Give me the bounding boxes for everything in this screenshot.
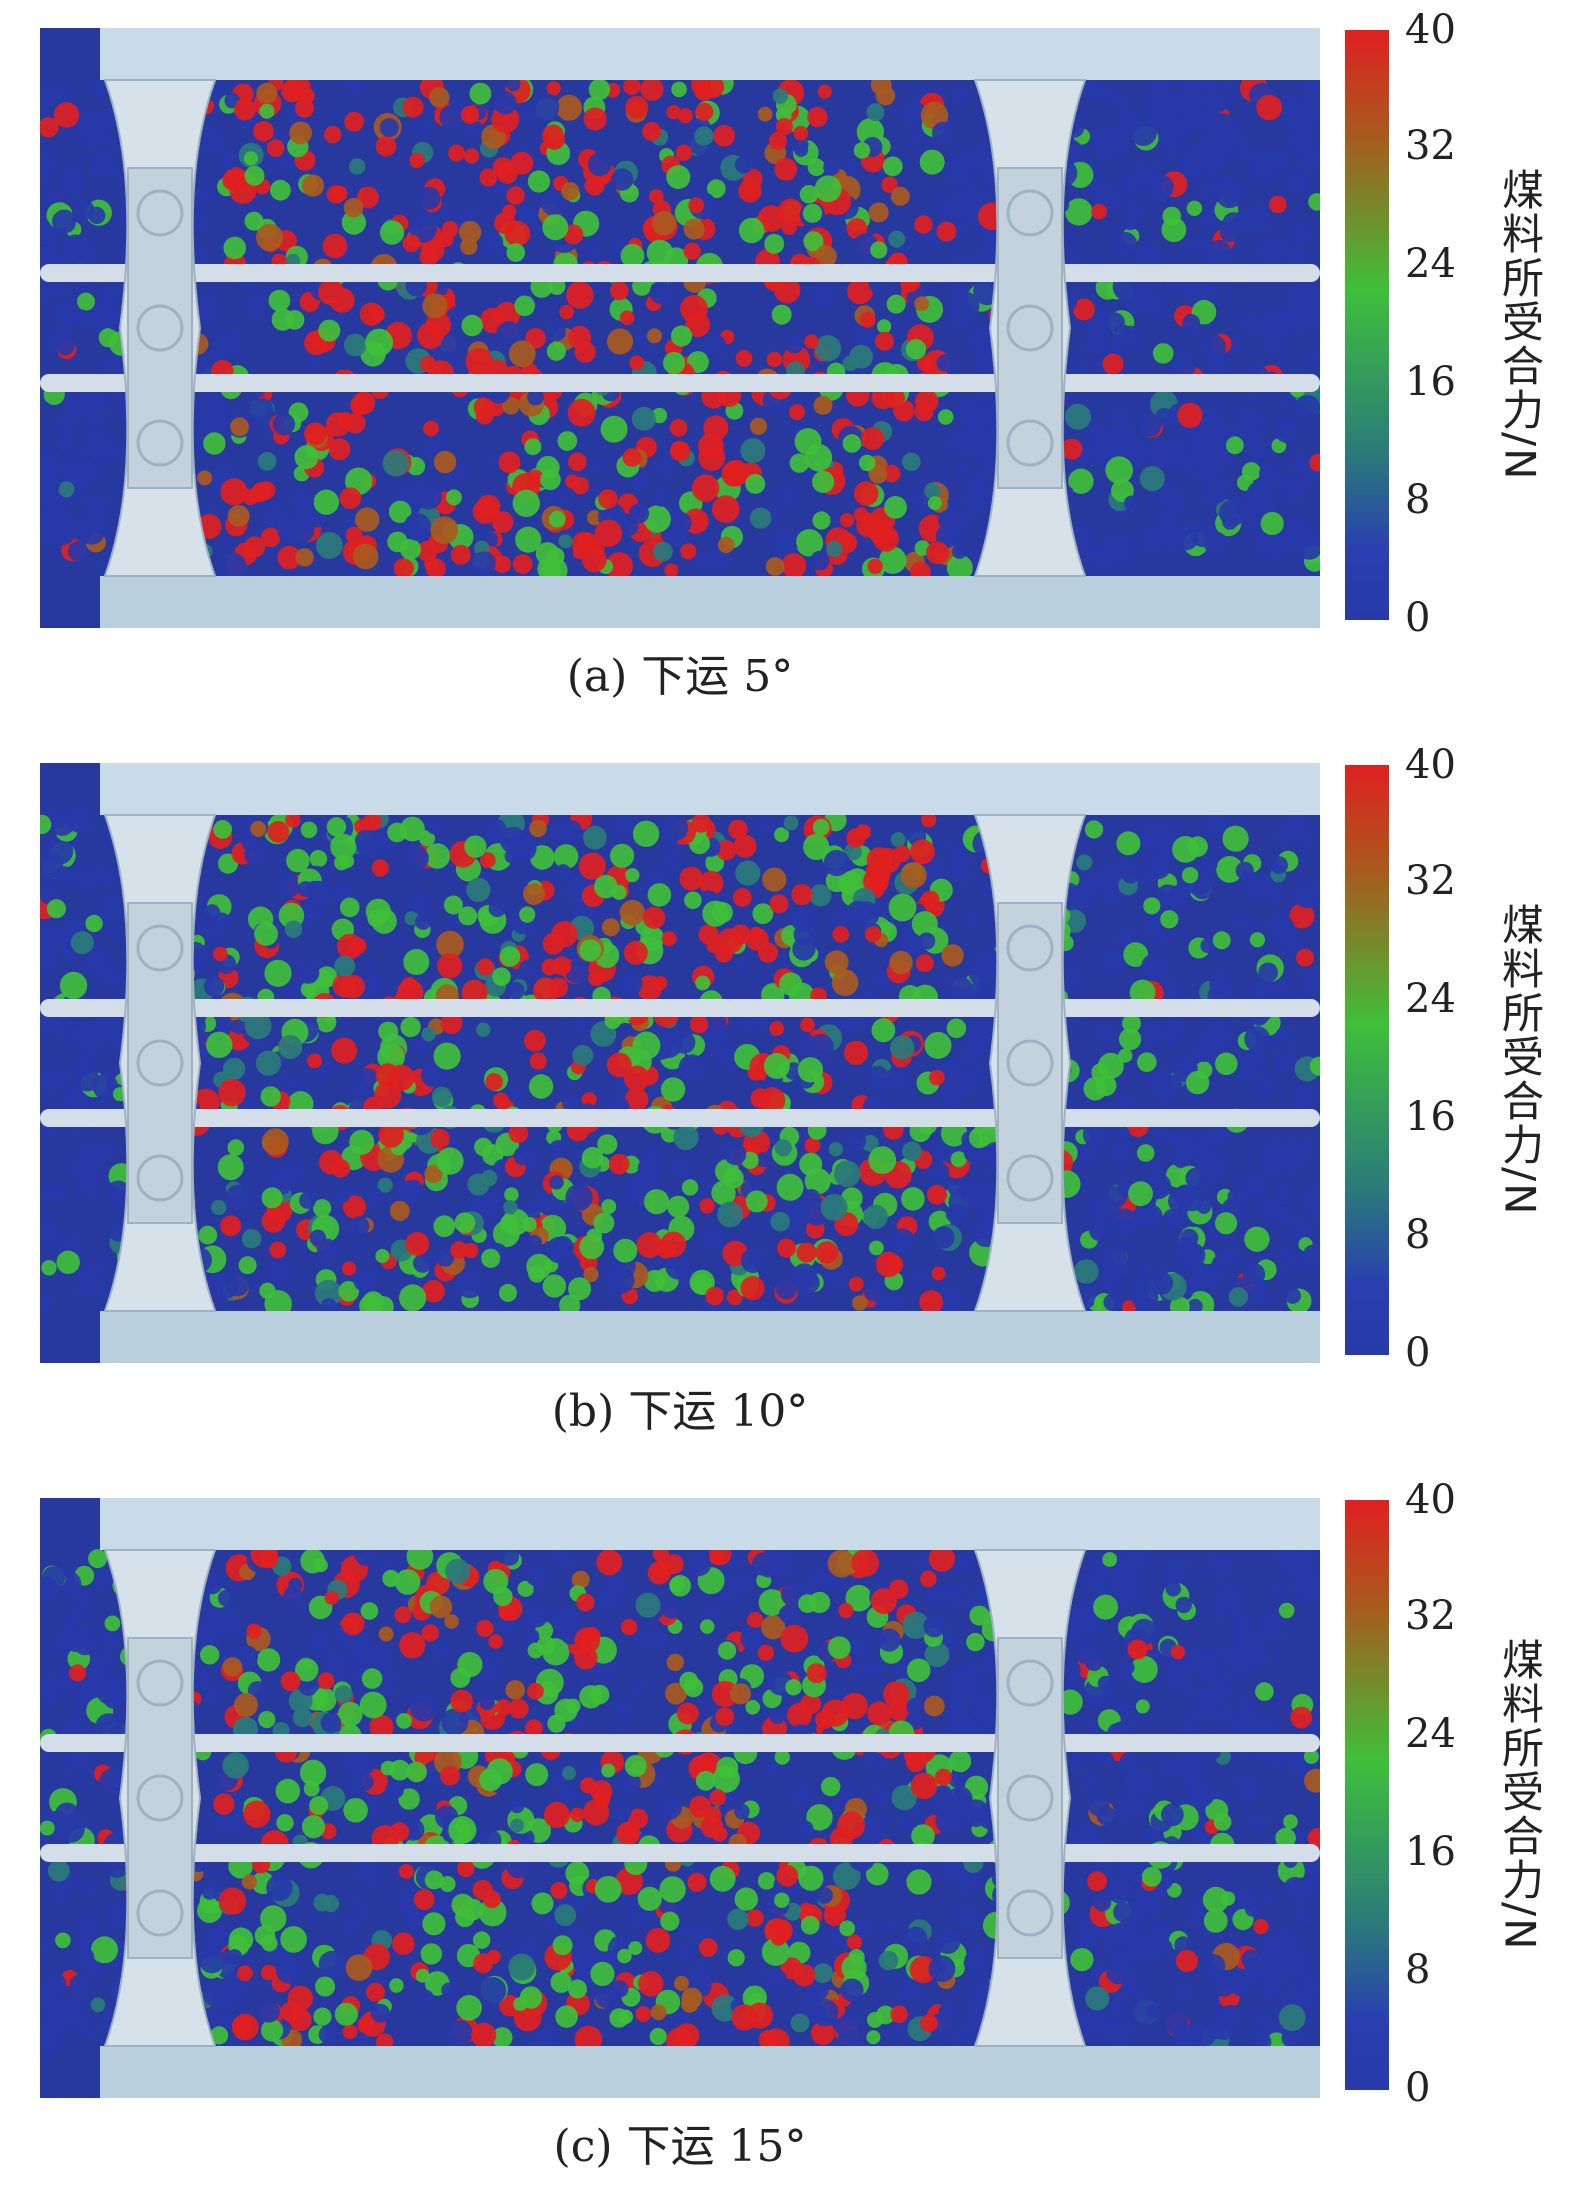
conveyor-particles (40, 763, 1320, 1363)
colorbar-c (1345, 1500, 1389, 2090)
tick-8: 8 (1405, 1212, 1431, 1258)
tick-32: 32 (1405, 858, 1456, 904)
tick-40: 40 (1405, 7, 1456, 53)
tick-8: 8 (1405, 1947, 1431, 1993)
tick-40: 40 (1405, 1477, 1456, 1523)
caption-a: (a) 下运 5° (566, 651, 794, 702)
tick-16: 16 (1405, 1094, 1456, 1140)
tick-40: 40 (1405, 742, 1456, 788)
simulation-view-a (40, 28, 1320, 628)
tick-0: 0 (1405, 1330, 1431, 1376)
panel-b: 40 32 24 16 8 0 煤料所受合力/N (b) 下运 10° (0, 735, 1575, 1460)
tick-0: 0 (1405, 595, 1431, 641)
caption-b: (b) 下运 10° (551, 1386, 809, 1437)
simulation-view-b (40, 763, 1320, 1363)
tick-24: 24 (1405, 976, 1456, 1022)
conveyor-particles (40, 1498, 1320, 2098)
tick-24: 24 (1405, 241, 1456, 287)
tick-24: 24 (1405, 1711, 1456, 1757)
tick-8: 8 (1405, 477, 1431, 523)
simulation-view-c (40, 1498, 1320, 2098)
tick-0: 0 (1405, 2065, 1431, 2111)
colorbar-label: 煤料所受合力/N (1495, 168, 1545, 482)
tick-32: 32 (1405, 123, 1456, 169)
panel-c: 40 32 24 16 8 0 煤料所受合力/N (c) 下运 15° (0, 1470, 1575, 2195)
tick-16: 16 (1405, 359, 1456, 405)
tick-16: 16 (1405, 1829, 1456, 1875)
colorbar-label: 煤料所受合力/N (1495, 1638, 1545, 1952)
colorbar-a (1345, 30, 1389, 620)
caption-c: (c) 下运 15° (553, 2121, 807, 2172)
colorbar-b (1345, 765, 1389, 1355)
tick-32: 32 (1405, 1593, 1456, 1639)
colorbar-label: 煤料所受合力/N (1495, 903, 1545, 1217)
conveyor-particles (40, 28, 1320, 628)
panel-a: 40 32 24 16 8 0 煤料所受合力/N (a) 下运 5° (0, 0, 1575, 725)
